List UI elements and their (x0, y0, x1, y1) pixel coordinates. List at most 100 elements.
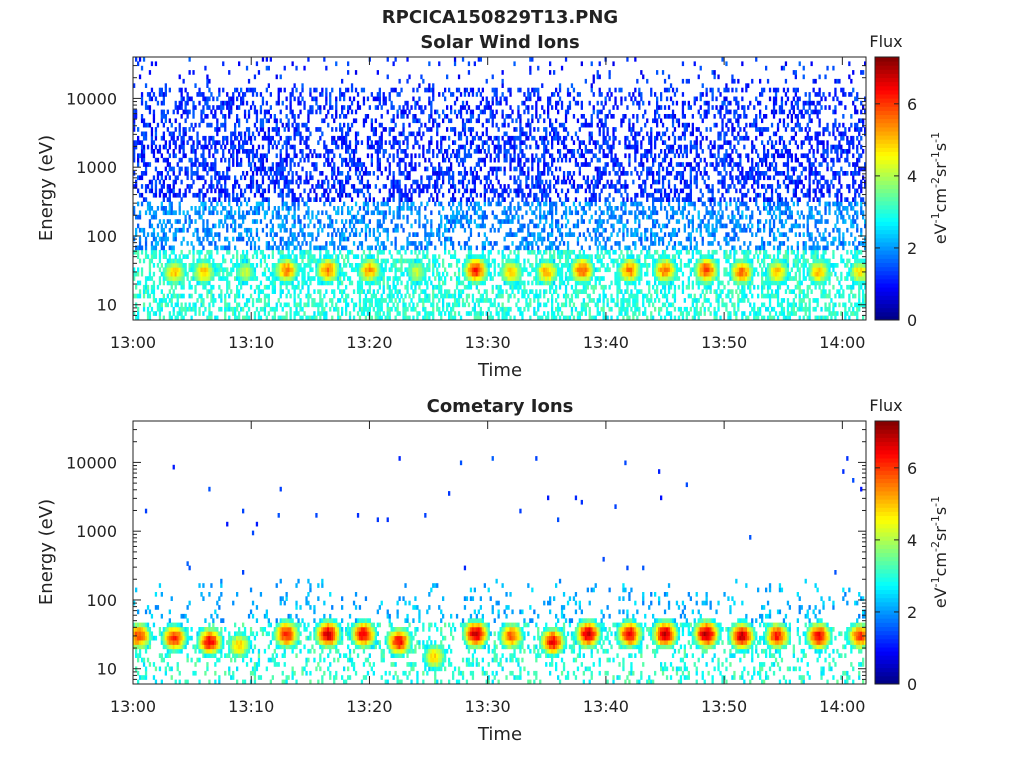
heatmap-cell (333, 179, 336, 185)
heatmap-cell (352, 254, 356, 259)
heatmap-cell (275, 232, 278, 237)
heatmap-cell (337, 271, 340, 277)
heatmap-cell (457, 74, 461, 80)
heatmap-cell (192, 192, 195, 198)
heatmap-cell (238, 271, 241, 277)
heatmap-cell (319, 302, 322, 308)
heatmap-cell (507, 206, 510, 211)
heatmap-cell (388, 284, 391, 290)
heatmap-cell (176, 175, 179, 181)
heatmap-cell (424, 206, 427, 211)
heatmap-cell (208, 302, 211, 308)
heatmap-cell (404, 197, 407, 202)
heatmap-cell (218, 267, 221, 273)
heatmap-cell (172, 109, 175, 115)
heatmap-cell (301, 96, 304, 102)
heatmap-cell (440, 184, 443, 189)
heatmap-cell (174, 227, 177, 233)
heatmap-cell (479, 157, 482, 163)
heatmap-cell (317, 311, 320, 316)
heatmap-cell (543, 302, 546, 308)
heatmap-cell (222, 245, 225, 251)
heatmap-cell (378, 271, 381, 277)
heatmap-cell (406, 267, 409, 273)
heatmap-cell (426, 188, 429, 194)
heatmap-cell (228, 96, 231, 102)
heatmap-cell (222, 61, 225, 67)
heatmap-cell (315, 96, 318, 102)
heatmap-cell (333, 293, 336, 299)
heatmap-cell (184, 131, 187, 137)
heatmap-cell (505, 271, 508, 277)
heatmap-cell (503, 144, 506, 150)
heatmap-cell (186, 92, 189, 97)
heatmap-cell (360, 162, 364, 167)
heatmap-cell (545, 267, 548, 273)
heatmap-cell (356, 92, 360, 97)
heatmap-cell (331, 258, 334, 264)
heatmap-cell (176, 227, 179, 233)
heatmap-cell (392, 127, 395, 132)
heatmap-cell (509, 87, 512, 93)
heatmap-cell (477, 206, 480, 211)
heatmap-cell (251, 144, 255, 150)
heatmap-cell (305, 127, 308, 132)
heatmap-cell (236, 302, 239, 308)
heatmap-cell (341, 245, 344, 251)
heatmap-cell (240, 258, 243, 264)
heatmap-cell (234, 223, 237, 229)
heatmap-cell (392, 105, 395, 110)
heatmap-cell (305, 179, 308, 185)
heatmap-cell (364, 223, 368, 229)
heatmap-cell (311, 109, 314, 115)
heatmap-cell (253, 166, 257, 172)
heatmap-cell (323, 245, 326, 251)
heatmap-cell (459, 219, 463, 224)
heatmap-cell (243, 109, 247, 115)
heatmap-cell (160, 271, 163, 277)
heatmap-cell (459, 223, 463, 229)
heatmap-cell (238, 144, 241, 150)
heatmap-cell (376, 311, 379, 316)
heatmap-cell (436, 227, 439, 233)
heatmap-cell (202, 135, 205, 141)
heatmap-cell (529, 232, 532, 237)
heatmap-cell (247, 114, 251, 119)
heatmap-cell (347, 175, 350, 181)
heatmap-cell (414, 166, 417, 172)
heatmap-cell (362, 171, 366, 176)
heatmap-cell (325, 258, 328, 264)
heatmap-cell (196, 271, 199, 277)
heatmap-cell (226, 171, 229, 176)
heatmap-cell (253, 105, 257, 110)
heatmap-cell (370, 153, 373, 159)
heatmap-cell (428, 83, 431, 88)
heatmap-cell (345, 219, 348, 224)
heatmap-cell (297, 241, 300, 246)
heatmap-cell (242, 267, 245, 273)
heatmap-cell (285, 214, 288, 220)
heatmap-cell (323, 192, 326, 198)
heatmap-cell (142, 135, 146, 141)
heatmap-cell (535, 241, 538, 246)
heatmap-cell (384, 100, 387, 106)
heatmap-cell (402, 315, 405, 321)
heatmap-cell (337, 144, 340, 150)
heatmap-cell (140, 267, 144, 273)
heatmap-cell (307, 293, 310, 299)
heatmap-cell (297, 114, 300, 119)
heatmap-cell (406, 175, 409, 181)
heatmap-cell (184, 192, 187, 198)
heatmap-cell (162, 179, 165, 185)
heatmap-cell (527, 271, 530, 277)
heatmap-cell (531, 114, 534, 119)
heatmap-cell (374, 271, 377, 277)
heatmap-cell (442, 271, 445, 277)
heatmap-cell (335, 254, 338, 259)
heatmap-cell (238, 210, 241, 216)
heatmap-cell (184, 271, 187, 277)
heatmap-cell (279, 258, 282, 264)
heatmap-cell (450, 236, 453, 242)
heatmap-cell (356, 131, 360, 137)
heatmap-cell (446, 171, 449, 176)
